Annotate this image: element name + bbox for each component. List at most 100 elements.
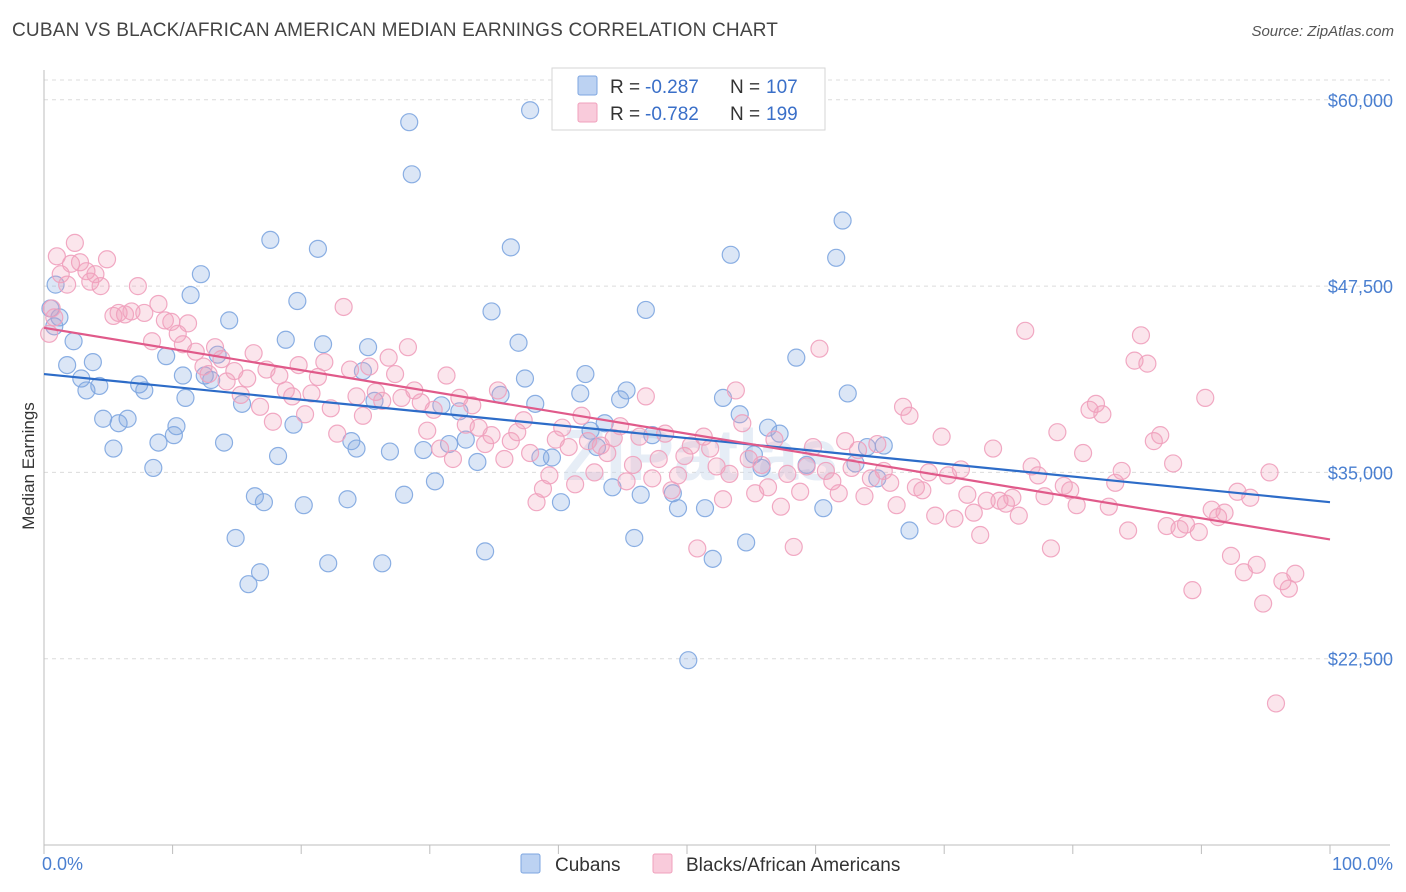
blacks-point (623, 455, 643, 475)
blacks-point (1138, 354, 1157, 373)
blacks-point (334, 297, 353, 317)
blacks-point (1093, 405, 1112, 424)
blacks-point (1131, 326, 1151, 345)
y-tick-label: $47,500 (1328, 277, 1393, 297)
cubans-point (414, 440, 433, 460)
blacks-point (842, 458, 861, 478)
cubans-point (521, 101, 540, 120)
blacks-point (58, 275, 77, 294)
blacks-point (797, 457, 816, 476)
cubans-point (827, 248, 846, 267)
blacks-point (1260, 463, 1279, 482)
blacks-point (482, 426, 501, 445)
cubans-point (509, 333, 528, 352)
correlation-legend: R = -0.287 N = 107 R = -0.782 N = 199 (551, 67, 826, 131)
blacks-point (1164, 454, 1183, 473)
blacks-point (926, 506, 945, 525)
cubans-point (173, 366, 192, 385)
cubans-point (576, 364, 595, 384)
blacks-point (887, 496, 906, 515)
cubans-point (313, 335, 333, 354)
blacks-point (1028, 466, 1048, 485)
blacks-point (302, 384, 321, 403)
blacks-point (1099, 497, 1118, 516)
blacks-point (495, 449, 514, 469)
blacks-point (681, 436, 700, 455)
blacks-point (771, 497, 790, 516)
blacks-point (913, 481, 932, 500)
blacks-point (868, 434, 887, 454)
blacks-point (566, 475, 585, 494)
trend-lines (43, 326, 1331, 541)
blacks-point (643, 469, 662, 488)
blacks-point (340, 360, 360, 379)
cubans-point (581, 421, 600, 440)
blacks-point (559, 437, 578, 457)
blacks-point (1183, 581, 1202, 600)
blacks-point (283, 387, 302, 406)
legend-n-label-cubans: N = (730, 77, 760, 98)
blacks-point (398, 338, 418, 357)
blacks-point (983, 439, 1003, 458)
blacks-point (816, 461, 835, 481)
series-legend-swatch-cubans (520, 853, 541, 874)
cubans-point (64, 332, 83, 351)
series-legend-label-cubans: Cubans (555, 855, 621, 876)
blacks-point (1151, 426, 1170, 445)
blacks-point (1048, 423, 1067, 442)
blacks-point (1215, 503, 1234, 522)
series-legend: Cubans Blacks/African Americans (520, 853, 900, 876)
tick-labels: $22,500 $35,000 $47,500 $60,000 0.0% 100.0% (42, 91, 1393, 874)
cubans-point (268, 446, 288, 466)
x-tick-label: 100.0% (1332, 854, 1393, 874)
cubans-point (118, 409, 137, 428)
cubans-point (542, 448, 562, 467)
blacks-point (250, 397, 270, 416)
blacks-point (1009, 506, 1028, 525)
cubans-point (220, 311, 239, 330)
blacks-point (104, 306, 123, 326)
cubans-point (58, 355, 77, 375)
cubans-point (636, 300, 655, 320)
legend-r-value-cubans: -0.287 (645, 77, 699, 98)
blacks-point (758, 478, 778, 497)
cubans-point (245, 487, 265, 506)
blacks-point (65, 233, 84, 252)
blacks-point (656, 424, 675, 443)
blacks-point (91, 277, 110, 296)
data-points (40, 101, 1305, 713)
blacks-point (1254, 594, 1273, 613)
cubans-trend-line (43, 372, 1331, 504)
cubans-point (347, 439, 366, 458)
legend-n-value-cubans: 107 (766, 77, 798, 98)
cubans-point (631, 485, 650, 504)
cubans-point (181, 285, 200, 305)
blacks-point (424, 400, 443, 419)
cubans-point (400, 113, 419, 132)
blacks-point (385, 364, 405, 384)
blacks-point (784, 537, 803, 557)
blacks-point (1003, 488, 1022, 507)
cubans-point (737, 533, 756, 552)
blacks-point (47, 247, 66, 266)
series-legend-label-blacks: Blacks/African Americans (686, 855, 900, 876)
cubans-point (149, 433, 168, 452)
cubans-point (625, 528, 644, 548)
blacks-point (810, 339, 829, 358)
cubans-point (439, 434, 459, 454)
blacks-point (1266, 694, 1286, 713)
blacks-point (881, 473, 900, 492)
cubans-point (135, 381, 154, 400)
cubans-point (617, 381, 636, 400)
blacks-point (437, 366, 456, 385)
blacks-point (1221, 546, 1241, 565)
cubans-point (104, 439, 123, 458)
cubans-point (501, 238, 520, 257)
blacks-point (649, 449, 668, 469)
cubans-point (214, 433, 234, 452)
blacks-point (977, 491, 996, 510)
grid-lines (44, 79, 1390, 660)
blacks-point (945, 509, 964, 528)
blacks-point (463, 396, 482, 415)
legend-n-label-blacks: N = (730, 104, 760, 125)
